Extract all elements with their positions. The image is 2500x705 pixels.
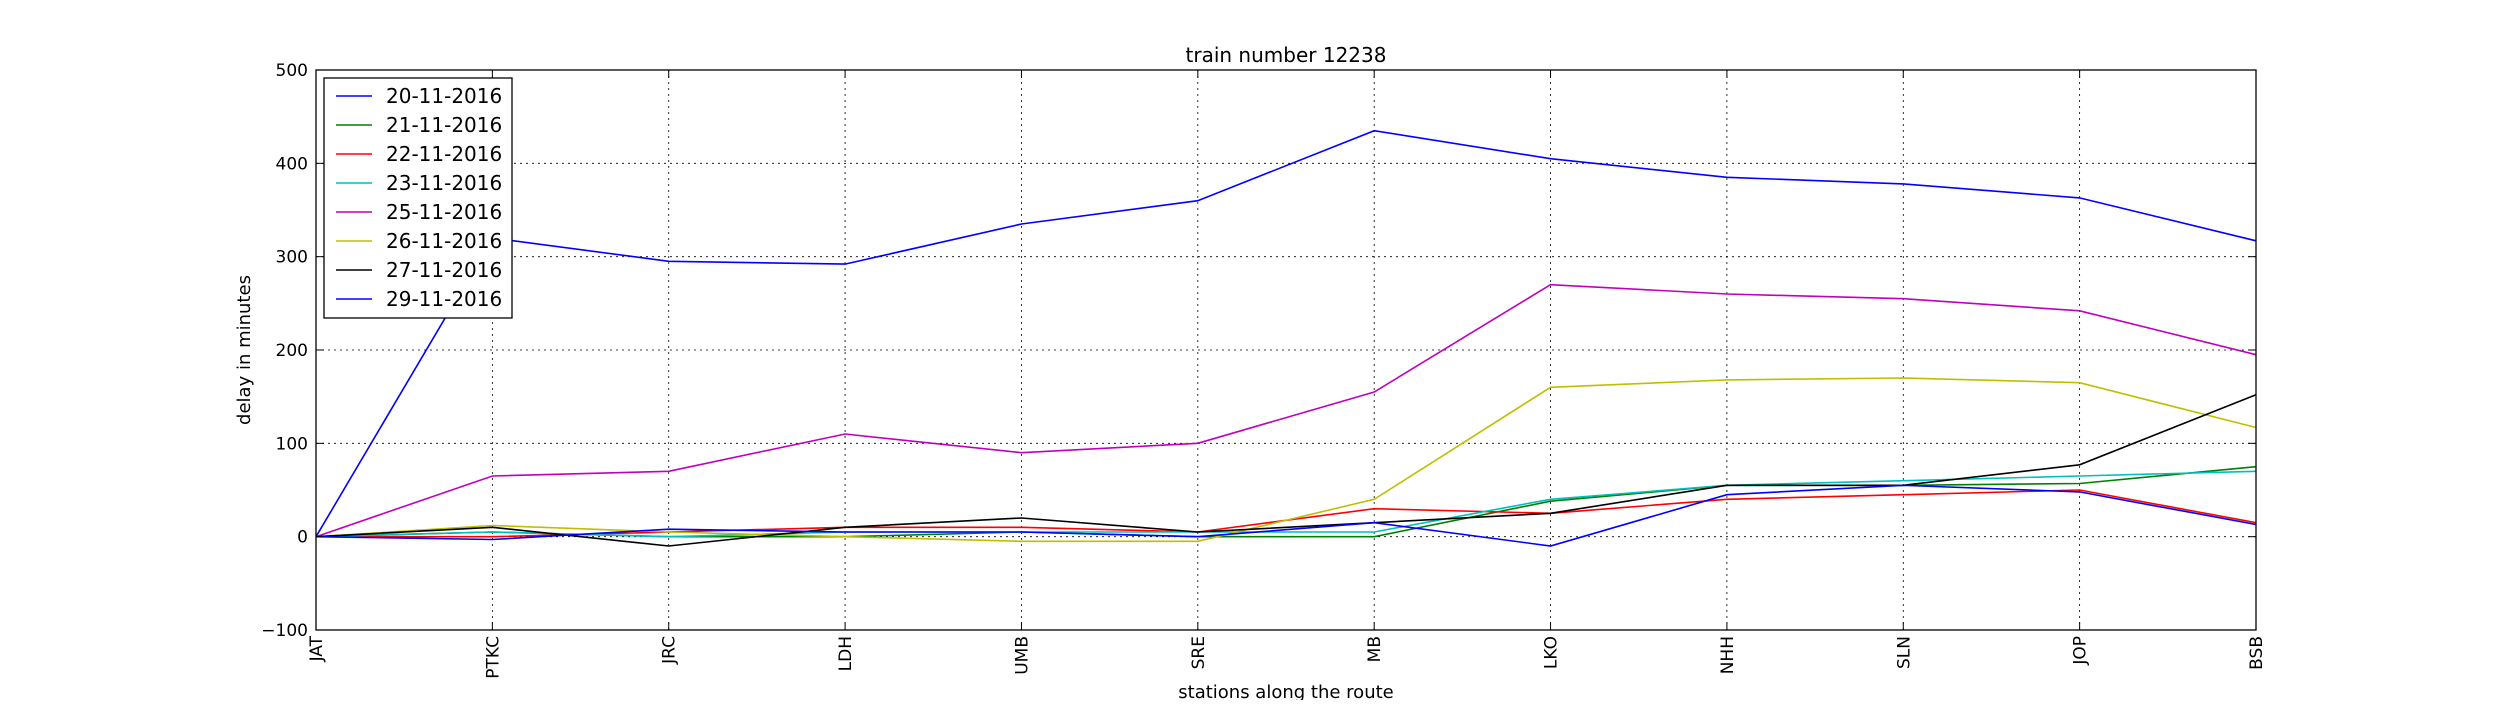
- series-lines: [315, 129, 2257, 547]
- x-tick-label: NHH: [1718, 636, 1738, 674]
- x-tick-label: LKO: [1542, 636, 1562, 669]
- x-tick-label: MB: [1365, 636, 1385, 662]
- x-tick-label: PTKC: [483, 636, 503, 679]
- legend-label: 21-11-2016: [386, 113, 502, 137]
- series-line-26-11-2016: [315, 377, 2257, 543]
- x-axis-label: stations along the route: [1178, 682, 1393, 700]
- x-tick-label: JRC: [660, 636, 680, 665]
- x-tick-label: LDH: [836, 636, 856, 671]
- series-line-27-11-2016: [315, 394, 2257, 547]
- x-tick-label: JAT: [307, 635, 327, 662]
- legend: 20-11-2016 21-11-2016 22-11-2016 23-11-2016…: [323, 77, 513, 319]
- series-line-21-11-2016: [315, 465, 2257, 538]
- x-tick-label: BSB: [2247, 636, 2267, 670]
- series-line-23-11-2016: [315, 470, 2257, 538]
- y-axis-label: delay in minutes: [234, 275, 255, 425]
- y-tick-label: −100: [261, 621, 308, 641]
- legend-label: 25-11-2016: [386, 200, 502, 224]
- series-line-29-11-2016: [315, 484, 2257, 547]
- legend-label: 20-11-2016: [386, 84, 502, 108]
- legend-label: 22-11-2016: [386, 142, 502, 166]
- y-tick-label: 200: [276, 341, 308, 361]
- chart-title: train number 12238: [1186, 43, 1387, 67]
- y-tick-label: 300: [276, 248, 308, 268]
- y-tick-label: 100: [276, 434, 308, 454]
- y-axis-ticks: −100 0 100 200 300 400 500: [261, 61, 2256, 641]
- x-tick-label: SRE: [1189, 636, 1209, 669]
- grid: [316, 70, 2256, 630]
- legend-label: 26-11-2016: [386, 229, 502, 253]
- legend-label: 23-11-2016: [386, 171, 502, 195]
- x-tick-label: JOP: [2071, 636, 2091, 666]
- y-tick-label: 500: [276, 61, 308, 81]
- y-tick-label: 400: [276, 154, 308, 174]
- y-tick-label: 0: [297, 528, 308, 548]
- legend-label: 29-11-2016: [386, 287, 502, 311]
- x-tick-label: UMB: [1012, 636, 1032, 675]
- series-line-20-11-2016: [315, 129, 2257, 538]
- series-line-25-11-2016: [315, 283, 2257, 538]
- plot-area: [315, 69, 2257, 631]
- x-axis-ticks: JAT PTKC JRC LDH UMB SRE MB LKO NHH SLN JOP BSB: [307, 70, 2267, 679]
- legend-label: 27-11-2016: [386, 258, 502, 282]
- legend-box: [323, 77, 513, 319]
- x-tick-label: SLN: [1894, 636, 1914, 669]
